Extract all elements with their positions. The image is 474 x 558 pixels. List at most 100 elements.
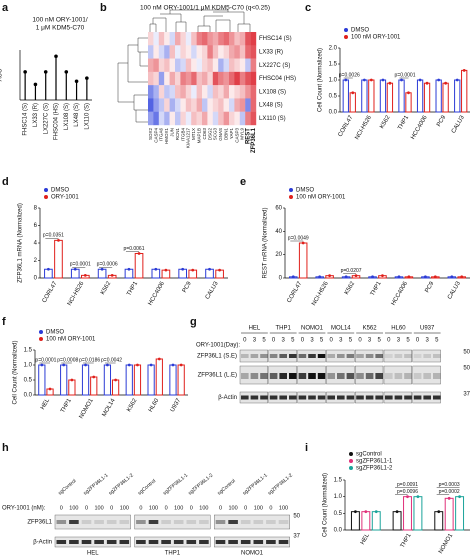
column-label: SOX2 bbox=[148, 128, 153, 141]
blot-band bbox=[250, 354, 259, 358]
bar-point bbox=[344, 78, 348, 82]
heatmap-cell bbox=[245, 58, 251, 73]
heatmap-cell bbox=[185, 111, 192, 126]
day-label: 3 bbox=[368, 338, 372, 344]
p-value: p=0.0351 bbox=[43, 233, 64, 239]
heatmap-cell bbox=[239, 71, 246, 86]
row-label: FHSC14 (S) bbox=[259, 36, 292, 42]
heatmap-cell bbox=[218, 85, 224, 99]
blot-band bbox=[199, 540, 209, 544]
heatmap-cell bbox=[250, 32, 257, 46]
blot-band bbox=[413, 395, 422, 400]
row-label: ZFP36L1 (S.E) bbox=[197, 354, 237, 360]
column-label: MYL9 bbox=[240, 128, 245, 140]
x-tick-label: LX108 (S) bbox=[64, 103, 70, 130]
blot-band bbox=[215, 520, 226, 524]
bar bbox=[125, 364, 133, 396]
x-tick-label: NOMO1 bbox=[79, 397, 96, 420]
x-tick-label: LX33 (R) bbox=[33, 103, 39, 127]
heatmap-cell bbox=[169, 111, 176, 126]
bar bbox=[177, 364, 185, 396]
blot-background bbox=[383, 349, 412, 363]
guide-label: sgZFP36L1-2 bbox=[267, 472, 294, 496]
guide-label: sgControl bbox=[216, 478, 236, 496]
x-tick-label: CORL47 bbox=[338, 114, 355, 138]
blot-band bbox=[186, 540, 197, 544]
bar-point bbox=[149, 363, 153, 367]
blot-band bbox=[298, 354, 307, 358]
column-dendrogram bbox=[149, 9, 251, 32]
blot-band bbox=[356, 354, 364, 358]
y-tick-label: 0.5 bbox=[24, 378, 33, 384]
bar-point bbox=[179, 363, 183, 367]
blot-band bbox=[253, 520, 264, 524]
cell-line-label: HEL bbox=[87, 551, 99, 557]
blot-band bbox=[356, 395, 364, 400]
x-tick-label: THP1 bbox=[126, 280, 139, 297]
bar bbox=[75, 81, 78, 100]
blot-band bbox=[404, 354, 412, 358]
treatment-label: ORY-1001 (nM): bbox=[2, 506, 46, 512]
cell-line-label: NOMO1 bbox=[241, 551, 264, 557]
y-axis-label: REST mRNA (Normalized) bbox=[263, 208, 269, 279]
blot-band bbox=[337, 354, 345, 358]
bar bbox=[434, 511, 444, 531]
dose-label: 0 bbox=[110, 505, 113, 511]
y-tick-label: 0.0 bbox=[24, 393, 33, 399]
row-label: ZFP36L1 bbox=[27, 520, 52, 526]
heatmap-cell bbox=[223, 32, 230, 46]
y-tick-label: 8 bbox=[34, 206, 38, 212]
bar bbox=[386, 82, 394, 113]
x-tick-label: LX110 (S) bbox=[84, 103, 90, 130]
blot-band bbox=[394, 373, 403, 379]
y-tick-label: 60 bbox=[275, 206, 282, 212]
heatmap-cell bbox=[158, 85, 165, 99]
heatmap-cell bbox=[191, 58, 197, 73]
blot-band bbox=[94, 540, 104, 544]
heatmap-cell bbox=[158, 98, 165, 112]
bar-point bbox=[418, 78, 422, 82]
blot-background bbox=[239, 349, 268, 363]
heatmap-cell bbox=[148, 98, 154, 112]
heatmap-cell bbox=[212, 85, 219, 99]
bar-point bbox=[157, 357, 161, 361]
heatmap-cell bbox=[169, 45, 176, 59]
x-tick-label: K562 bbox=[126, 397, 139, 413]
p-value: p=0.0001 bbox=[70, 262, 91, 268]
day-label: 5 bbox=[291, 338, 295, 344]
blot-band bbox=[136, 540, 146, 544]
blot-band bbox=[241, 354, 249, 358]
heatmap-cell bbox=[250, 58, 257, 73]
heatmap-cell bbox=[164, 85, 170, 99]
bar bbox=[444, 497, 454, 531]
bar-point bbox=[100, 267, 104, 271]
bar bbox=[405, 92, 412, 113]
blot-band bbox=[308, 373, 316, 379]
heatmap-cell bbox=[196, 32, 203, 46]
bar bbox=[398, 79, 405, 113]
heatmap-cell bbox=[239, 111, 246, 126]
heatmap-cell bbox=[207, 85, 213, 99]
bar-point bbox=[164, 268, 168, 272]
x-tick-label: HEL bbox=[360, 532, 371, 546]
y-axis-label: Cell Count (Normalized) bbox=[13, 340, 19, 404]
legend-swatch bbox=[344, 35, 348, 39]
heatmap-cell bbox=[250, 45, 257, 59]
heatmap-cell bbox=[185, 58, 192, 73]
heatmap-cell bbox=[212, 32, 219, 46]
bar-point bbox=[395, 510, 399, 514]
bar bbox=[368, 79, 375, 113]
blot-band bbox=[423, 395, 431, 400]
day-label: 3 bbox=[426, 338, 430, 344]
blot-band bbox=[56, 540, 67, 544]
day-label: 0 bbox=[243, 338, 247, 344]
chart-title: 1 μM KDM5-C70 bbox=[36, 25, 85, 32]
dose-label: 100 bbox=[279, 505, 288, 511]
heatmap-cell bbox=[191, 98, 197, 112]
bar bbox=[60, 364, 68, 396]
bar bbox=[361, 511, 371, 531]
bar-point bbox=[407, 275, 411, 279]
bar-point bbox=[362, 78, 366, 82]
bar bbox=[423, 82, 431, 113]
heatmap-cell bbox=[158, 45, 165, 59]
